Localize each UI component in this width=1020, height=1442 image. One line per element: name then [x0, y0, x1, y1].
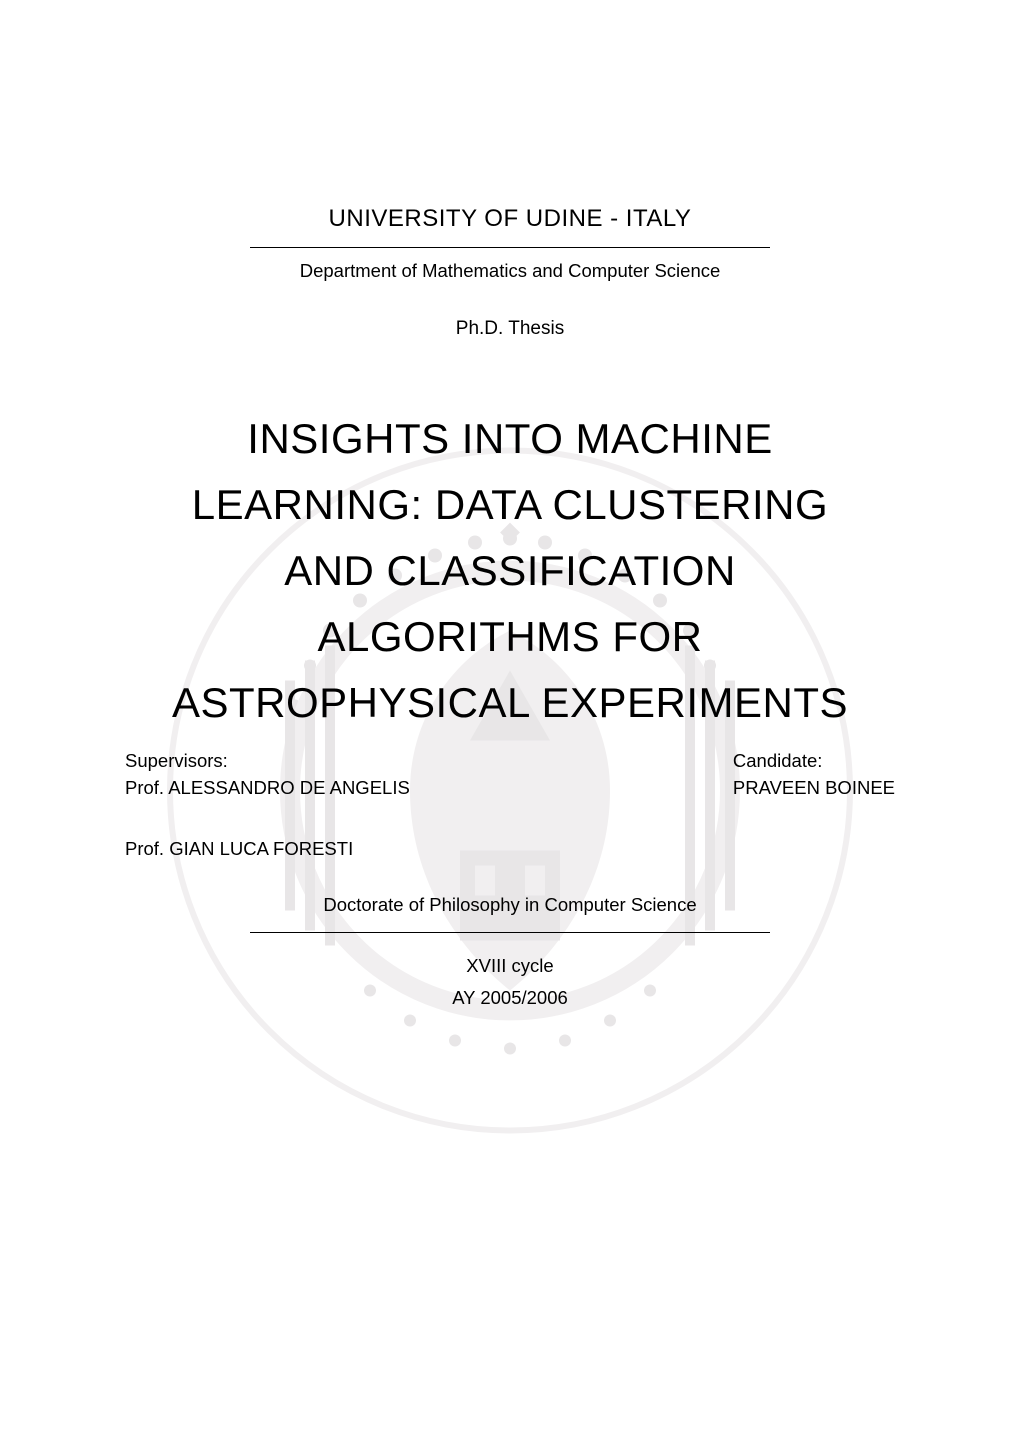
- title-line-2: LEARNING: DATA CLUSTERING: [0, 484, 1020, 526]
- title-line-1: INSIGHTS INTO MACHINE: [0, 418, 1020, 460]
- content-layer: UNIVERSITY OF UDINE - ITALY Department o…: [0, 0, 1020, 1009]
- candidate-column: Candidate: PRAVEEN BOINEE: [733, 748, 895, 802]
- academic-year: AY 2005/2006: [0, 987, 1020, 1009]
- header-block: UNIVERSITY OF UDINE - ITALY Department o…: [0, 0, 1020, 340]
- department-name: Department of Mathematics and Computer S…: [0, 260, 1020, 282]
- university-name: UNIVERSITY OF UDINE - ITALY: [0, 205, 1020, 233]
- thesis-title-page: UNIVERSITY OF UDINE - ITALY Department o…: [0, 0, 1020, 1442]
- title-line-3: AND CLASSIFICATION: [0, 550, 1020, 592]
- candidate-label: Candidate:: [733, 748, 895, 775]
- cycle-line: XVIII cycle: [0, 955, 1020, 977]
- thesis-label: Ph.D. Thesis: [0, 318, 1020, 340]
- footer-rule: [250, 932, 770, 933]
- supervisors-column: Supervisors: Prof. ALESSANDRO DE ANGELIS: [125, 748, 410, 802]
- footer-block: Doctorate of Philosophy in Computer Scie…: [0, 894, 1020, 1009]
- people-block: Supervisors: Prof. ALESSANDRO DE ANGELIS…: [125, 748, 895, 802]
- supervisor-1: Prof. ALESSANDRO DE ANGELIS: [125, 775, 410, 802]
- supervisors-label: Supervisors:: [125, 748, 410, 775]
- title-line-4: ALGORITHMS FOR: [0, 616, 1020, 658]
- title-line-5: ASTROPHYSICAL EXPERIMENTS: [0, 682, 1020, 724]
- supervisor-2: Prof. GIAN LUCA FORESTI: [125, 838, 895, 860]
- supervisor-2-row: Prof. GIAN LUCA FORESTI: [125, 838, 895, 860]
- header-rule: [250, 247, 770, 248]
- doctorate-line: Doctorate of Philosophy in Computer Scie…: [0, 894, 1020, 916]
- candidate-name: PRAVEEN BOINEE: [733, 775, 895, 802]
- thesis-title: INSIGHTS INTO MACHINE LEARNING: DATA CLU…: [0, 418, 1020, 724]
